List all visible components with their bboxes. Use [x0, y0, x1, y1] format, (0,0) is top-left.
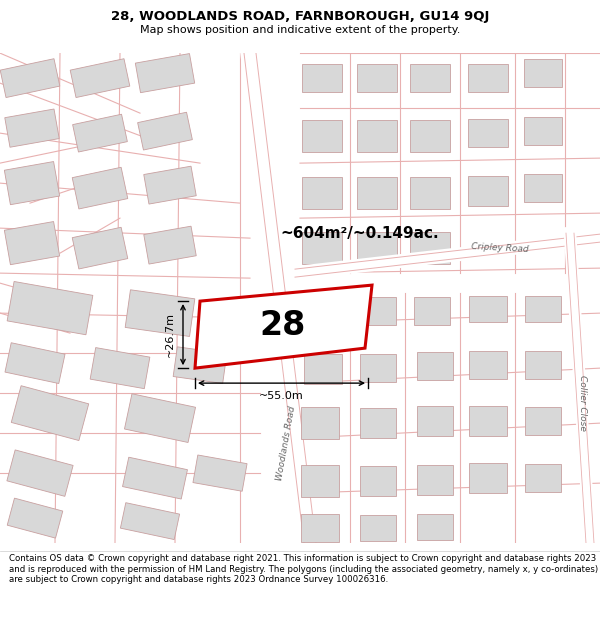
- Polygon shape: [72, 168, 128, 209]
- Polygon shape: [417, 352, 453, 380]
- Text: Collier Close: Collier Close: [577, 375, 587, 431]
- Polygon shape: [417, 406, 453, 436]
- Polygon shape: [468, 119, 508, 147]
- Polygon shape: [11, 386, 89, 441]
- Polygon shape: [304, 354, 342, 384]
- Polygon shape: [301, 407, 339, 439]
- Text: ~26.7m: ~26.7m: [165, 312, 175, 357]
- Text: Woodlands Road: Woodlands Road: [275, 405, 297, 481]
- Polygon shape: [5, 342, 65, 384]
- Polygon shape: [360, 297, 396, 325]
- Polygon shape: [195, 285, 372, 368]
- Text: Contains OS data © Crown copyright and database right 2021. This information is : Contains OS data © Crown copyright and d…: [9, 554, 598, 584]
- Text: 28, WOODLANDS ROAD, FARNBOROUGH, GU14 9QJ: 28, WOODLANDS ROAD, FARNBOROUGH, GU14 9Q…: [111, 10, 489, 23]
- Polygon shape: [524, 59, 562, 87]
- Polygon shape: [0, 59, 60, 98]
- Polygon shape: [124, 394, 196, 442]
- Polygon shape: [360, 466, 396, 496]
- Polygon shape: [302, 232, 342, 264]
- Polygon shape: [417, 465, 453, 495]
- Polygon shape: [5, 109, 59, 148]
- Polygon shape: [4, 161, 59, 205]
- Polygon shape: [125, 290, 195, 336]
- Polygon shape: [525, 464, 561, 492]
- Text: Cripley Road: Cripley Road: [471, 242, 529, 254]
- Polygon shape: [524, 117, 562, 145]
- Polygon shape: [173, 347, 227, 384]
- Polygon shape: [70, 59, 130, 98]
- Polygon shape: [4, 221, 59, 265]
- Polygon shape: [121, 503, 179, 539]
- Polygon shape: [414, 297, 450, 325]
- Polygon shape: [302, 120, 342, 152]
- Text: Map shows position and indicative extent of the property.: Map shows position and indicative extent…: [140, 25, 460, 35]
- Polygon shape: [360, 354, 396, 382]
- Polygon shape: [357, 120, 397, 152]
- Polygon shape: [73, 114, 127, 152]
- Polygon shape: [301, 465, 339, 497]
- Text: 28: 28: [260, 309, 306, 342]
- Polygon shape: [468, 64, 508, 92]
- Polygon shape: [357, 64, 397, 92]
- Polygon shape: [7, 498, 63, 538]
- Polygon shape: [144, 166, 196, 204]
- Polygon shape: [469, 296, 507, 322]
- Polygon shape: [360, 515, 396, 541]
- Polygon shape: [525, 351, 561, 379]
- Polygon shape: [137, 112, 193, 150]
- Polygon shape: [72, 228, 128, 269]
- Polygon shape: [7, 450, 73, 496]
- Polygon shape: [469, 463, 507, 493]
- Polygon shape: [301, 514, 339, 542]
- Polygon shape: [469, 351, 507, 379]
- Polygon shape: [410, 232, 450, 264]
- Polygon shape: [525, 407, 561, 435]
- Polygon shape: [122, 458, 187, 499]
- Polygon shape: [90, 348, 150, 389]
- Polygon shape: [304, 298, 342, 328]
- Polygon shape: [410, 177, 450, 209]
- Text: ~55.0m: ~55.0m: [259, 391, 304, 401]
- Polygon shape: [360, 408, 396, 438]
- Polygon shape: [524, 174, 562, 202]
- Polygon shape: [468, 176, 508, 206]
- Polygon shape: [144, 226, 196, 264]
- Polygon shape: [302, 64, 342, 92]
- Polygon shape: [417, 514, 453, 540]
- Polygon shape: [193, 455, 247, 491]
- Polygon shape: [410, 120, 450, 152]
- Polygon shape: [357, 177, 397, 209]
- Polygon shape: [357, 232, 397, 264]
- Polygon shape: [469, 406, 507, 436]
- Polygon shape: [7, 281, 93, 335]
- Polygon shape: [136, 54, 194, 92]
- Polygon shape: [525, 296, 561, 322]
- Polygon shape: [410, 64, 450, 92]
- Text: ~604m²/~0.149ac.: ~604m²/~0.149ac.: [280, 226, 439, 241]
- Polygon shape: [302, 177, 342, 209]
